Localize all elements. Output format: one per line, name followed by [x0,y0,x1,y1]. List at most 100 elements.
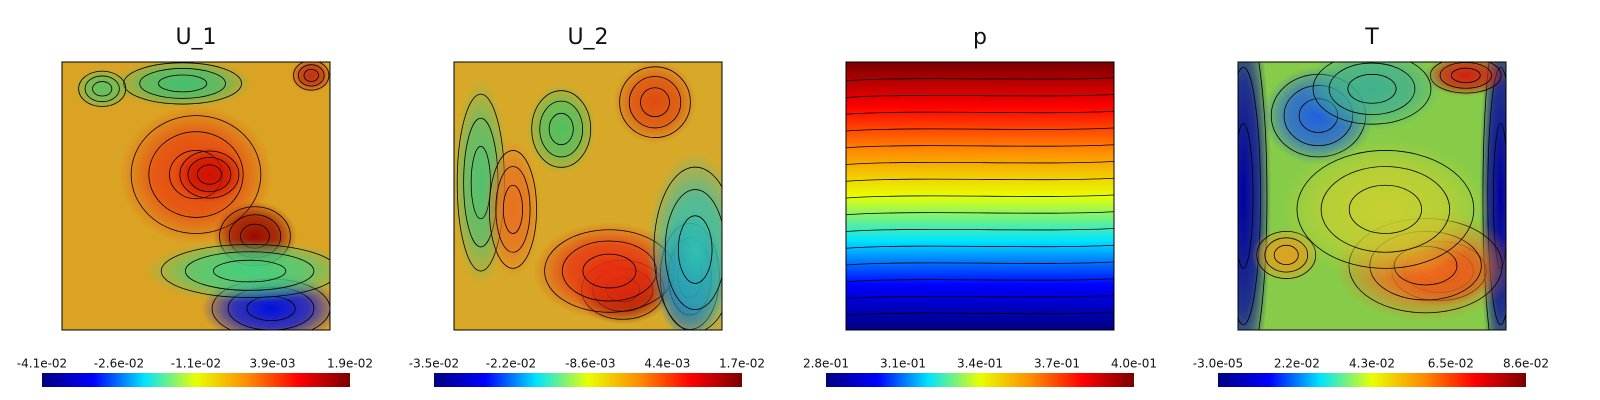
contour-line [213,259,287,283]
contour-line [846,261,1114,266]
contour-line [846,77,1114,82]
contour-line [187,157,232,193]
panel-title: T [1364,25,1379,50]
contour-line [846,228,1114,232]
colorbar-tick-label: 4.4e-03 [644,357,690,371]
field-blob [1302,62,1442,131]
plot-frame [845,61,1115,331]
panel: T -3.0e-05 2.2e-02 4.3e-02 6.5e-02 8.6e-02 [1193,25,1549,387]
contour-line [139,68,226,99]
colorbar-tick-label: 3.7e-01 [1034,357,1080,371]
colorbar [826,373,1134,387]
plot-frame [453,61,723,331]
colorbar-tick-label: 4.3e-02 [1349,357,1395,371]
colorbar [42,373,350,387]
field-blob [145,239,330,303]
contour-line [846,295,1114,299]
field-blob [646,152,722,330]
contour-line [531,90,592,168]
colorbar-tick-label: -2.6e-02 [94,357,144,371]
contour-field [454,62,722,330]
field-blob [74,67,131,110]
field-blob [290,62,330,93]
colorbar-tick-label: 4.0e-01 [1111,357,1157,371]
field-blob [1238,62,1272,330]
contour-field [1238,62,1506,330]
contour-line [1312,62,1432,125]
contour-line [653,166,722,330]
colorbar-tick-label: -1.1e-02 [171,357,221,371]
colorbar-tick-label: 2.2e-02 [1274,357,1320,371]
contour-line [1296,150,1475,269]
colorbar-tick-label: 1.9e-02 [327,357,373,371]
plot-frame [61,61,331,331]
contour-line [160,244,330,298]
contour-line [303,68,319,82]
contour-line [158,74,208,93]
colorbar [434,373,742,387]
field-blob [526,83,597,175]
contour-line [677,215,713,284]
contour-line [196,164,222,185]
contour-line [130,115,262,234]
field-blob [613,62,697,144]
panel: U_1 -4.1e-02 -2.6e-02 -1.1e-02 3.9e-03 1.9e-0… [17,25,373,387]
contour-line [1347,73,1397,104]
contour-line [92,81,113,97]
contour-line [184,251,315,291]
colorbar-tick-label: 8.6e-02 [1503,357,1549,371]
colorbar-tick-label: 2.8e-01 [803,357,849,371]
contour-line [846,194,1114,199]
contour-line [495,166,531,253]
colorbar-tick-label: 3.1e-01 [880,357,926,371]
contour-line [1273,244,1299,266]
panel-title: U_1 [175,25,216,50]
contour-line [640,87,670,118]
contour-line [1348,184,1422,234]
field-blob [1424,62,1506,97]
field-blob [1280,139,1490,280]
contour-line [297,64,325,87]
colorbar-tick-label: -8.6e-03 [565,357,615,371]
colorbar-tick-label: -4.1e-02 [17,357,67,371]
colorbar-tick-label: -2.2e-02 [486,357,536,371]
panel-title: U_2 [567,25,608,50]
contour-field [62,62,330,330]
contour-line [1238,123,1254,269]
contour-line [846,127,1114,132]
contour-line [488,150,537,269]
colorbar-tick-label: 3.4e-01 [957,357,1003,371]
contour-line [846,110,1114,115]
colorbar-tick-label: -3.0e-05 [1193,357,1243,371]
contour-line [179,150,240,199]
contour-line [1258,62,1268,330]
contour-field [846,62,1114,330]
contour-line [846,278,1114,283]
contour-line [1320,166,1451,253]
contour-line [846,211,1114,216]
contour-line [582,253,637,289]
contour-line [619,66,691,138]
contour-line [846,144,1114,149]
contour-line [846,161,1114,165]
plot-frame [1237,61,1507,331]
colorbar-tick-label: -3.5e-02 [409,357,459,371]
contour-line [1328,62,1416,115]
contour-line [1450,67,1481,84]
field-blob [112,62,253,108]
contour-line [539,100,584,158]
contour-line [628,76,682,129]
contour-line [548,112,574,146]
field-blob [485,139,541,280]
contour-line [1439,62,1492,89]
contour-line [1238,66,1261,326]
panel-title: p [973,25,987,50]
contour-line [502,184,524,234]
contour-line [846,177,1114,182]
colorbar-tick-label: 3.9e-03 [249,357,295,371]
panel: p 2.8e-01 3.1e-01 3.4e-01 3.7e-01 4.0e-01 [803,25,1157,387]
colorbar [1218,373,1526,387]
contour-line [846,311,1114,316]
colorbar-tick-label: 1.7e-02 [719,357,765,371]
